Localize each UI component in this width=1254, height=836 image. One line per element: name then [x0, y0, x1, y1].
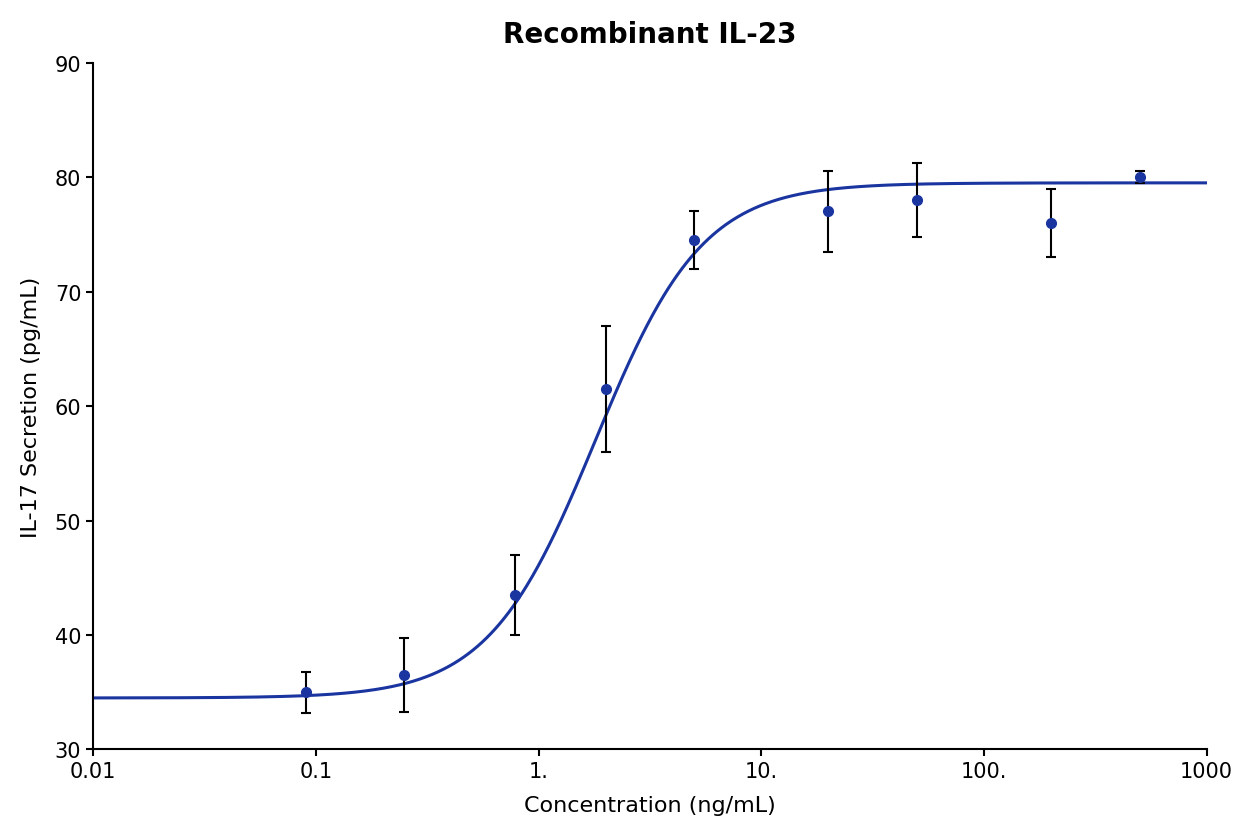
X-axis label: Concentration (ng/mL): Concentration (ng/mL) [524, 795, 776, 815]
Title: Recombinant IL-23: Recombinant IL-23 [503, 21, 796, 48]
Y-axis label: IL-17 Secretion (pg/mL): IL-17 Secretion (pg/mL) [21, 276, 41, 537]
